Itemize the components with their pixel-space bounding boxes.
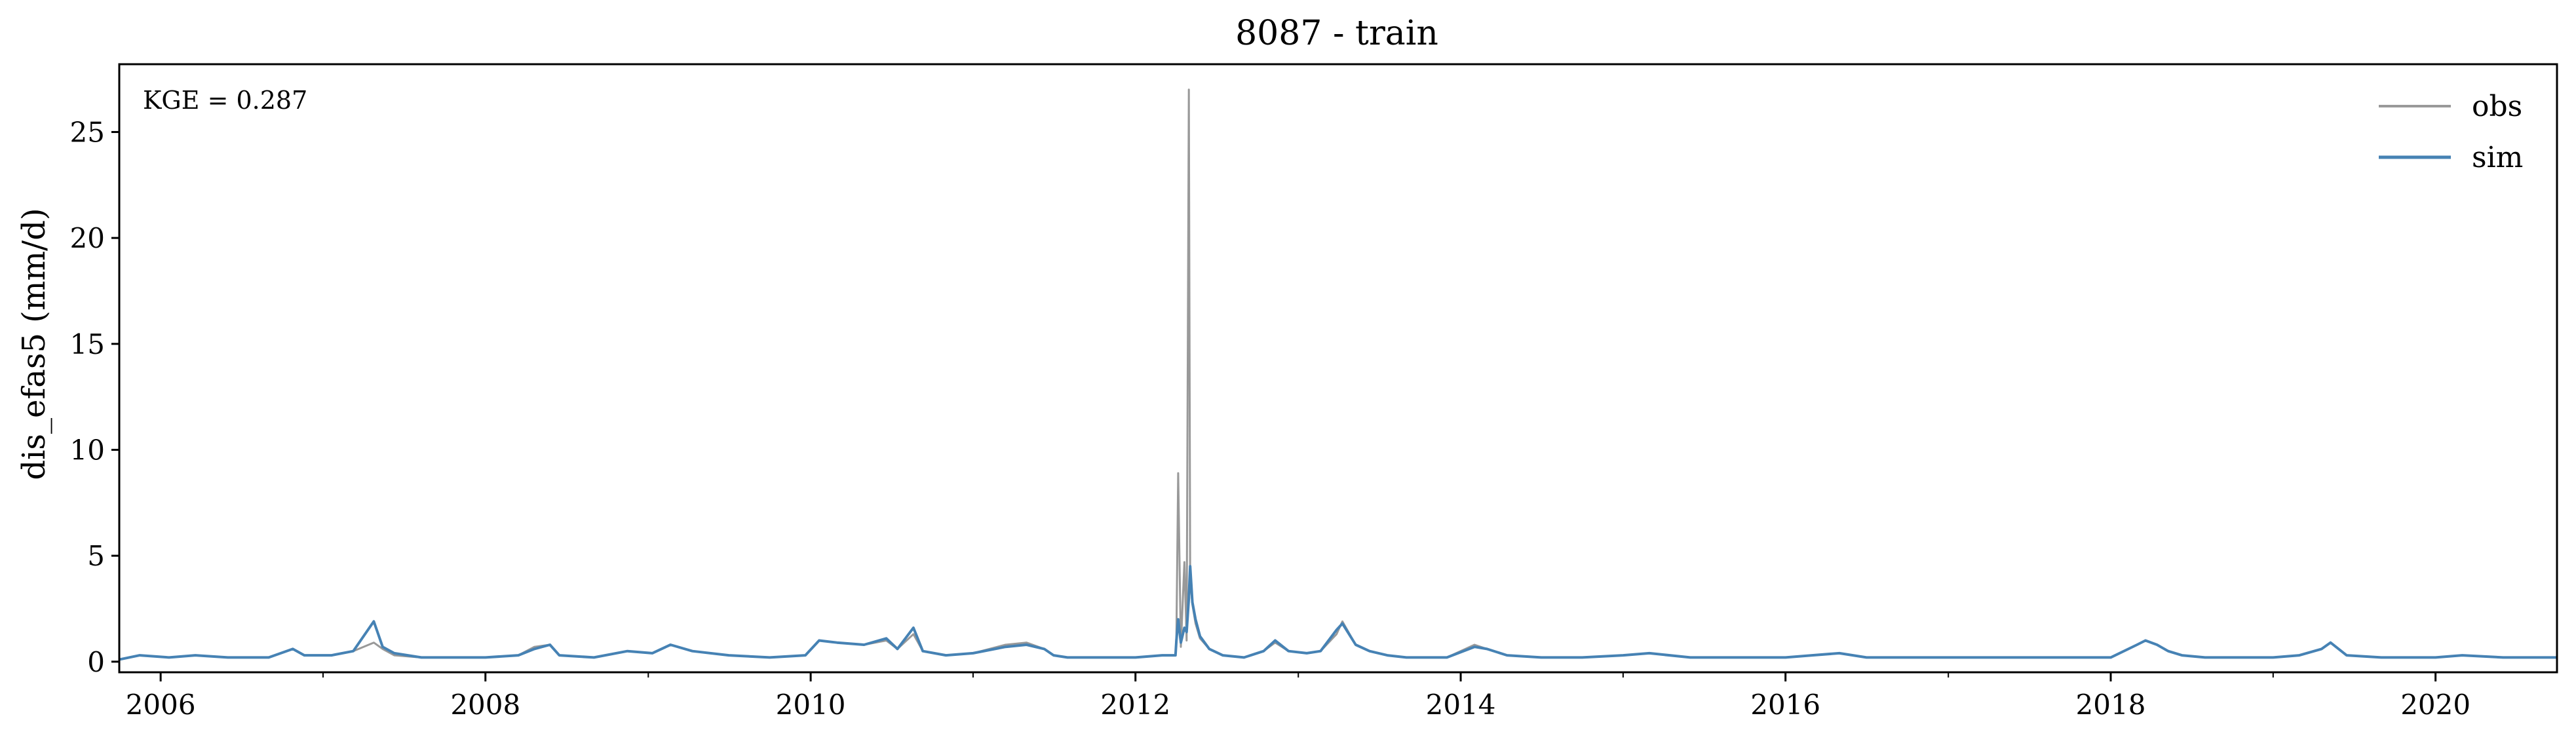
y-tick-label: 20 [70, 222, 105, 254]
y-tick-label: 25 [70, 116, 105, 148]
chart-title: 8087 - train [1235, 14, 1438, 53]
y-axis-label: dis_efas5 (mm/d) [16, 208, 52, 480]
y-tick-label: 5 [87, 540, 105, 572]
y-tick-label: 10 [70, 434, 105, 466]
x-tick-label: 2014 [1426, 689, 1496, 721]
x-tick-label: 2018 [2076, 689, 2146, 721]
legend-sim-label: sim [2472, 141, 2523, 174]
x-tick-label: 2008 [450, 689, 520, 721]
x-tick-label: 2006 [126, 689, 196, 721]
x-tick-label: 2020 [2400, 689, 2470, 721]
x-tick-label: 2010 [776, 689, 846, 721]
legend: obs sim [2379, 90, 2523, 174]
plot-area [119, 88, 2557, 661]
x-tick-label: 2016 [1750, 689, 1820, 721]
x-tick-label: 2012 [1100, 689, 1170, 721]
kge-annotation: KGE = 0.287 [143, 86, 307, 115]
y-tick-label: 0 [87, 646, 105, 678]
legend-obs-label: obs [2472, 90, 2522, 123]
series-line-sim [119, 565, 2557, 661]
plot-frame [118, 63, 2558, 674]
y-tick-label: 15 [70, 328, 105, 360]
